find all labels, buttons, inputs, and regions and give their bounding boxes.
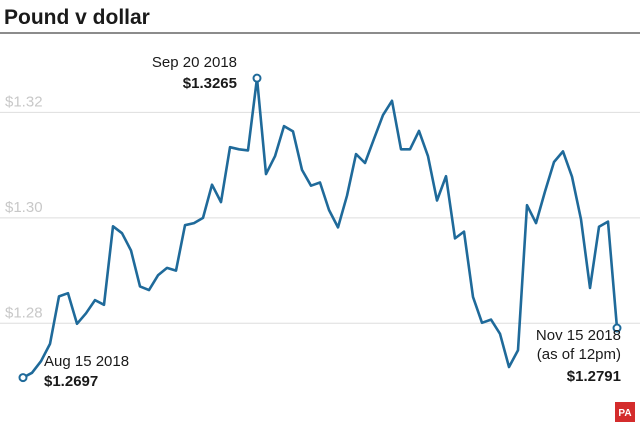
y-axis-ticks: $1.32 $1.30 $1.28	[5, 93, 43, 321]
end-marker	[612, 323, 622, 333]
gridlines	[0, 111, 640, 324]
start-date-label: Aug 15 2018	[44, 353, 129, 370]
pa-logo-box	[615, 402, 635, 422]
peak-marker	[252, 73, 262, 83]
end-value-label: $1.2791	[567, 368, 621, 385]
end-date-label: Nov 15 2018	[536, 327, 621, 344]
chart-title: Pound v dollar	[4, 6, 150, 29]
peak-date-label: Sep 20 2018	[152, 54, 237, 71]
start-value-label: $1.2697	[44, 373, 98, 390]
end-note-label: (as of 12pm)	[537, 346, 621, 363]
start-marker	[18, 373, 28, 383]
y-tick-label: $1.28	[5, 304, 43, 321]
pa-logo-text: PA	[618, 408, 631, 419]
peak-value-label: $1.3265	[183, 75, 237, 92]
y-tick-label: $1.32	[5, 93, 43, 110]
series-line-gbp-usd	[22, 76, 619, 379]
y-tick-label: $1.30	[5, 199, 43, 216]
pa-logo: PA	[615, 402, 635, 422]
